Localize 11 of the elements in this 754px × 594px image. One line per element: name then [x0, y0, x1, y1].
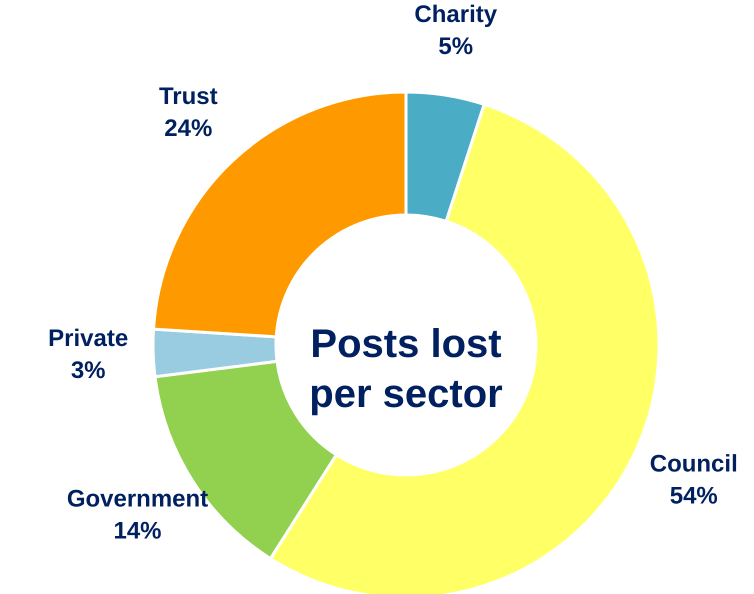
- data-label: 5%: [438, 32, 474, 60]
- slice-label: Government: [66, 485, 208, 512]
- data-label: 24%: [164, 115, 212, 142]
- data-label: 54%: [670, 482, 718, 510]
- data-label: 14%: [113, 517, 162, 544]
- slice-label: Trust: [158, 83, 218, 110]
- slice-label: Private: [48, 324, 128, 352]
- data-label: 3%: [70, 356, 106, 384]
- slice-label: Council: [650, 450, 738, 478]
- slice-label: Charity: [414, 0, 498, 28]
- text: Posts lost per sector: [309, 322, 503, 416]
